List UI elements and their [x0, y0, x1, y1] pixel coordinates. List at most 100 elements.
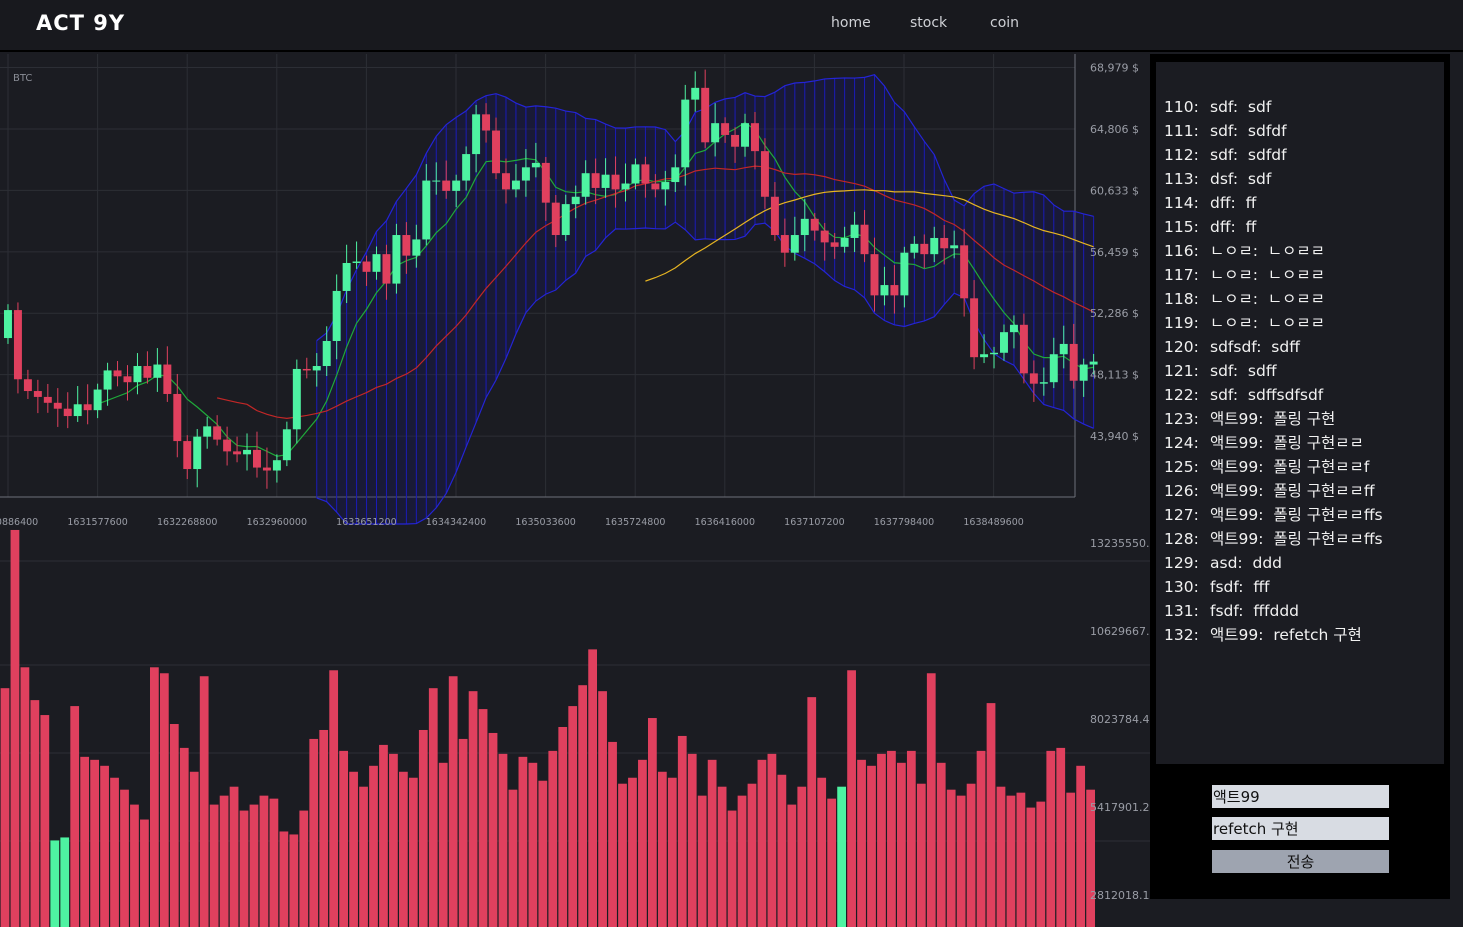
message-item: 127: 액트99: 폴링 구현ㄹㄹffs — [1164, 503, 1383, 527]
candle — [1000, 332, 1008, 353]
volume-bar — [448, 676, 458, 927]
candle — [760, 151, 769, 197]
top-navbar: ACT 9Y home stock coin — [0, 0, 1463, 52]
candle — [1009, 324, 1018, 333]
nav-link-stock[interactable]: stock — [910, 15, 948, 31]
volume-bar — [657, 771, 667, 927]
volume-bar — [150, 667, 159, 927]
message-id: 115: — [1164, 218, 1199, 236]
logo[interactable]: ACT 9Y — [36, 11, 126, 35]
volume-bar — [169, 724, 179, 927]
candle — [960, 245, 969, 299]
message-user: dff: — [1210, 194, 1236, 212]
candle — [262, 467, 271, 471]
volume-bar — [50, 840, 60, 927]
message-user: dff: — [1210, 218, 1236, 236]
volume-bar — [867, 765, 876, 927]
volume-bar — [20, 667, 30, 927]
candle — [163, 364, 172, 394]
volume-bar — [936, 762, 946, 927]
candle — [621, 183, 630, 190]
message-id: 123: — [1164, 410, 1199, 428]
message-user: 액트99: — [1210, 458, 1264, 476]
message-item: 114: dff: ff — [1164, 191, 1383, 215]
candle — [123, 376, 132, 383]
candle — [681, 99, 690, 168]
volume-bar — [817, 777, 827, 927]
volume-bar — [199, 676, 209, 927]
candle — [830, 242, 839, 247]
candle — [711, 123, 720, 143]
volume-bar — [249, 804, 259, 927]
message-text: ff — [1245, 194, 1257, 212]
volume-bar — [667, 777, 677, 927]
nav-link-home[interactable]: home — [831, 15, 871, 31]
band-fill — [316, 74, 1094, 525]
volume-bar — [677, 735, 687, 927]
message-id: 117: — [1164, 266, 1199, 284]
message-id: 127: — [1164, 506, 1199, 524]
candle — [243, 449, 251, 455]
candle — [452, 180, 461, 191]
volume-bar — [80, 756, 90, 927]
volume-bar — [349, 771, 358, 927]
volume-bar — [1076, 765, 1086, 927]
message-id: 118: — [1164, 290, 1199, 308]
message-box[interactable]: 110: sdf: sdf 111: sdf: sdfdf 112: sdf: sdfdf… — [1156, 62, 1444, 764]
volume-bar — [857, 759, 866, 927]
message-text: 폴링 구현 — [1273, 410, 1336, 428]
volume-bar — [996, 786, 1006, 927]
candle — [1059, 343, 1068, 355]
volume-bar — [508, 789, 518, 927]
candle — [800, 218, 809, 236]
message-input[interactable] — [1212, 817, 1389, 840]
message-user: 액트99: — [1210, 626, 1264, 644]
message-item: 129: asd: ddd — [1164, 551, 1383, 575]
candle — [790, 235, 799, 253]
name-input[interactable] — [1212, 785, 1389, 808]
message-item: 120: sdfsdf: sdff — [1164, 335, 1383, 359]
message-id: 124: — [1164, 434, 1199, 452]
candle — [581, 173, 590, 197]
message-list: 110: sdf: sdf 111: sdf: sdfdf 112: sdf: sdfdf… — [1164, 95, 1383, 647]
message-text: sdff — [1247, 362, 1277, 380]
candle — [223, 439, 232, 452]
candle — [631, 164, 640, 184]
chart-axes: 68,979 $ 64,806 $ 60,633 $ 56,459 $ 52,286 $… — [0, 62, 1150, 902]
send-button[interactable]: 전송 — [1212, 850, 1389, 873]
candle — [372, 254, 381, 272]
time-tick-label: 1630886400 — [0, 517, 38, 528]
volume-bar — [1006, 795, 1016, 927]
message-id: 122: — [1164, 386, 1199, 404]
candle — [541, 162, 550, 203]
volume-bar — [418, 729, 428, 927]
volume-bar — [887, 750, 896, 927]
volume-bar — [30, 700, 40, 927]
volume-bar — [618, 783, 627, 927]
nav-link-coin[interactable]: coin — [990, 15, 1020, 31]
candle — [810, 218, 819, 231]
volume-bar — [747, 783, 757, 927]
candle — [1049, 354, 1058, 383]
candle — [920, 243, 929, 255]
volume-bar — [339, 750, 348, 927]
candle — [1089, 361, 1098, 365]
candle — [412, 239, 421, 256]
volume-bar — [966, 783, 976, 927]
volume-bar — [219, 795, 229, 927]
message-item: 126: 액트99: 폴링 구현ㄹㄹff — [1164, 479, 1383, 503]
message-item: 115: dff: ff — [1164, 215, 1383, 239]
message-text: fffddd — [1253, 602, 1300, 620]
btc-chart[interactable]: 68,979 $ 64,806 $ 60,633 $ 56,459 $ 52,286 $… — [0, 54, 1150, 927]
candle — [183, 441, 192, 470]
candle — [990, 352, 998, 355]
candle — [731, 134, 740, 147]
candle — [442, 180, 451, 191]
message-id: 126: — [1164, 482, 1199, 500]
candle — [362, 261, 371, 272]
volume-bar — [259, 795, 269, 927]
candle — [1079, 364, 1088, 381]
message-item: 112: sdf: sdfdf — [1164, 143, 1383, 167]
candle — [4, 310, 12, 339]
time-tick-label: 1635033600 — [515, 517, 575, 528]
